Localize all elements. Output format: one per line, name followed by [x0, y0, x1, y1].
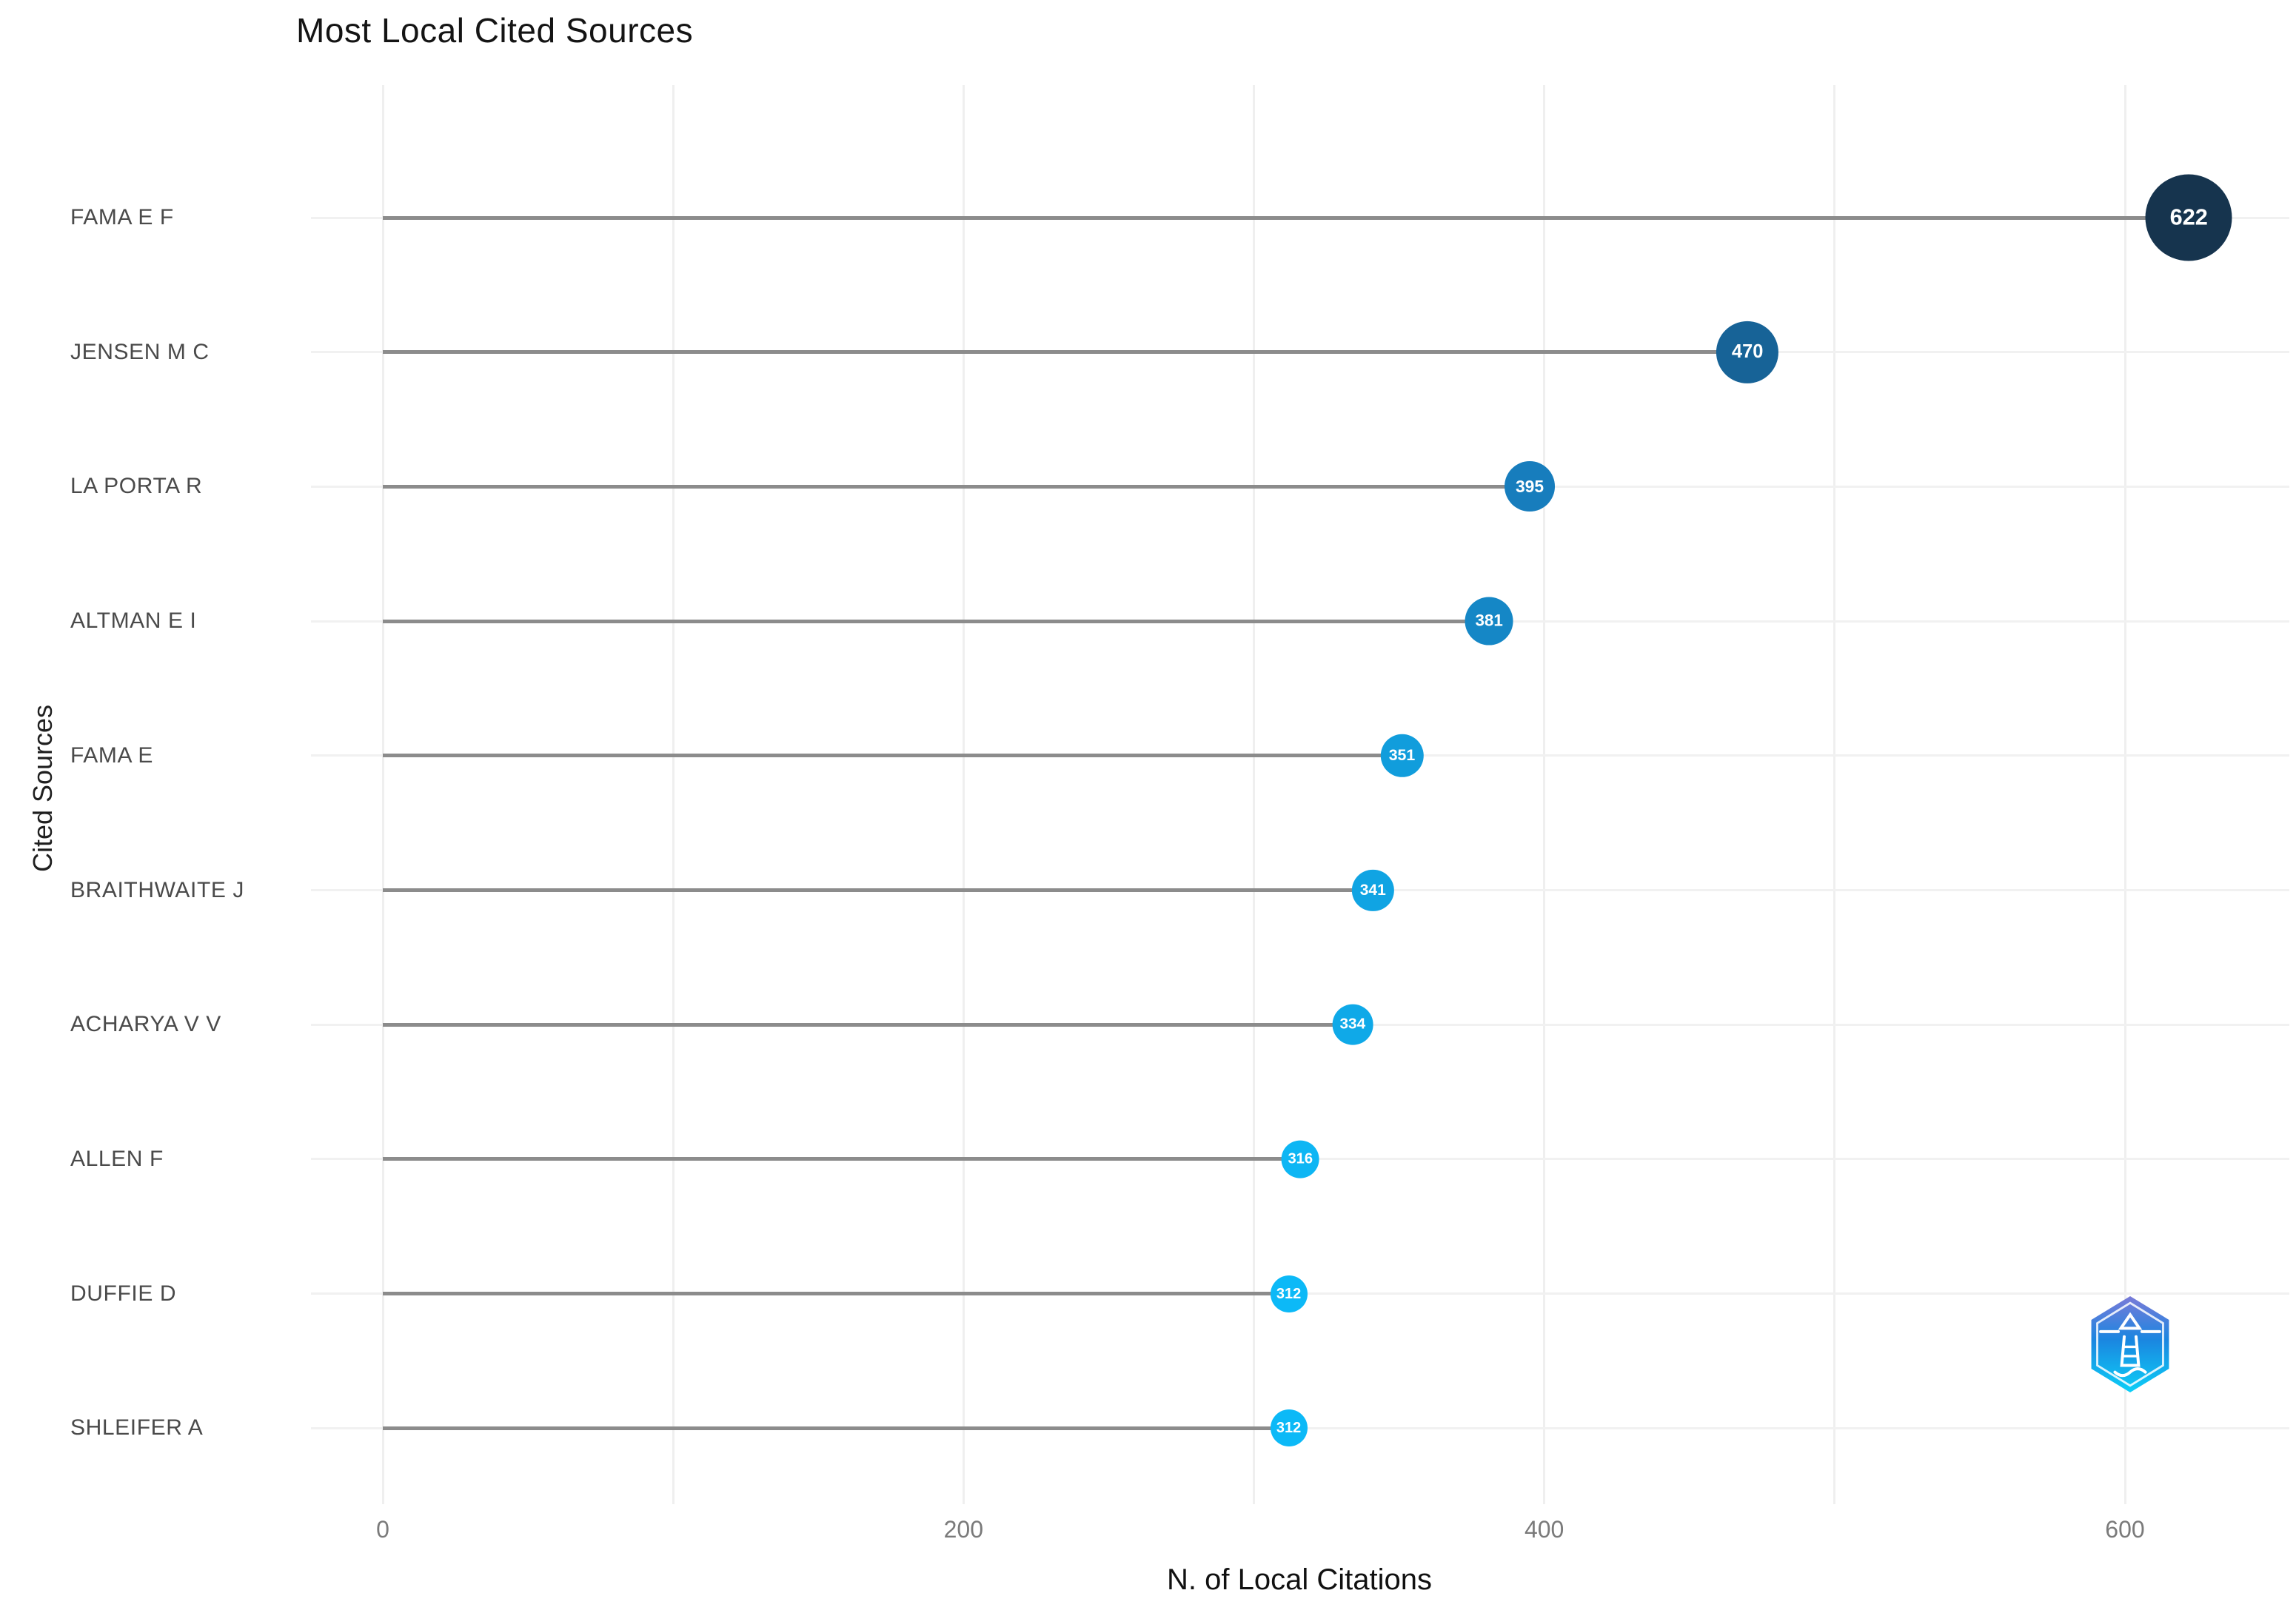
x-gridline: [1833, 85, 1836, 1504]
x-tick-label: 400: [1524, 1516, 1564, 1543]
y-axis-category-label: SHLEIFER A: [70, 1415, 204, 1441]
lollipop-stem: [383, 350, 1748, 355]
lollipop-stem: [383, 484, 1530, 489]
y-axis-category-label: BRAITHWAITE J: [70, 877, 245, 902]
data-point: 334: [1332, 1004, 1373, 1045]
lollipop-stem: [383, 888, 1373, 892]
data-point: 341: [1352, 869, 1394, 911]
data-point: 381: [1465, 597, 1513, 645]
x-axis-title: N. of Local Citations: [1167, 1563, 1432, 1596]
data-point: 312: [1270, 1409, 1308, 1447]
chart-title: Most Local Cited Sources: [296, 11, 694, 50]
x-gridline: [1543, 85, 1546, 1504]
y-axis-category-label: ALLEN F: [70, 1146, 164, 1171]
data-point: 395: [1505, 461, 1556, 512]
y-axis-category-label: JENSEN M C: [70, 339, 210, 364]
data-point: 351: [1380, 734, 1424, 778]
logo-hexagon: [2091, 1296, 2169, 1392]
y-axis-category-label: DUFFIE D: [70, 1281, 177, 1306]
bibliometrix-lighthouse-logo: [2091, 1296, 2169, 1392]
x-gridline: [672, 85, 675, 1504]
y-axis-category-label: FAMA E F: [70, 205, 174, 229]
x-gridline: [962, 85, 965, 1504]
y-axis-category-label: FAMA E: [70, 742, 153, 768]
lollipop-stem: [383, 1292, 1289, 1296]
x-tick-label: 0: [376, 1516, 389, 1543]
x-tick-label: 600: [2105, 1516, 2145, 1543]
logo-inner-hexagon: [2096, 1301, 2164, 1387]
lollipop-stem: [383, 754, 1402, 758]
lollipop-stem: [383, 619, 1490, 623]
x-gridline: [1253, 85, 1255, 1504]
lollipop-stem: [383, 215, 2189, 220]
x-gridline: [2123, 85, 2126, 1504]
x-gridline: [381, 85, 384, 1504]
y-axis-category-label: ACHARYA V V: [70, 1012, 221, 1037]
y-axis-title: Cited Sources: [27, 704, 58, 873]
data-point: 312: [1270, 1275, 1308, 1312]
lighthouse-icon: [2099, 1312, 2161, 1378]
y-axis-category-label: LA PORTA R: [70, 474, 203, 499]
y-axis-category-label: ALTMAN E I: [70, 608, 197, 634]
data-point: 316: [1281, 1140, 1319, 1178]
x-tick-label: 200: [943, 1516, 984, 1543]
lollipop-stem: [383, 1022, 1353, 1027]
lollipop-stem: [383, 1426, 1289, 1430]
data-point: 622: [2145, 174, 2232, 261]
data-point: 470: [1716, 321, 1779, 383]
lollipop-stem: [383, 1157, 1301, 1161]
